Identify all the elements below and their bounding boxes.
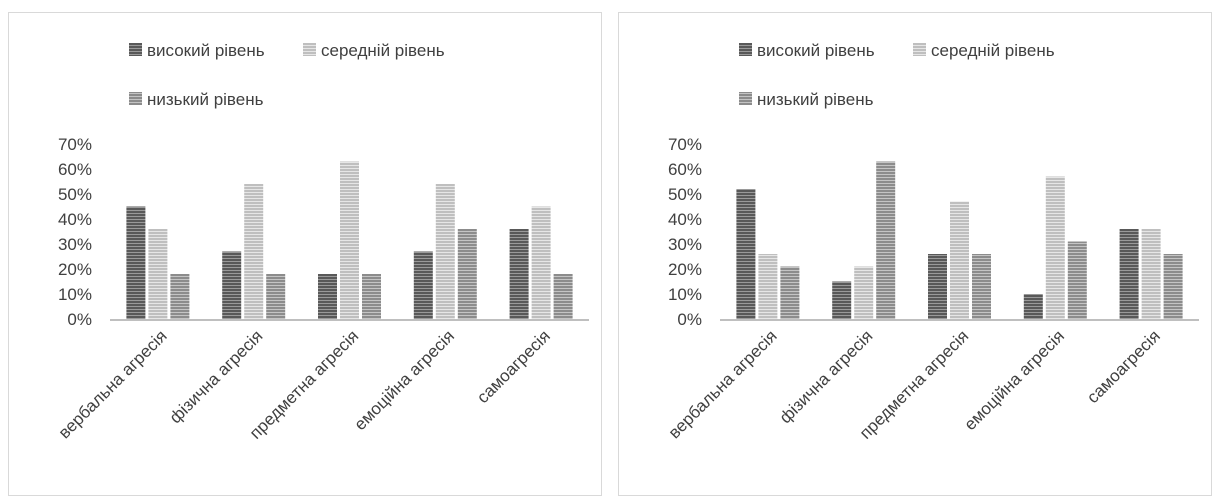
- x-tick-label: самоагресія: [473, 326, 554, 407]
- x-tick-label: фізична агресія: [166, 326, 267, 427]
- bar-high: [126, 206, 146, 319]
- legend-swatch-low: [739, 92, 752, 105]
- y-tick-label: 70%: [668, 135, 702, 154]
- bar-medium: [435, 184, 455, 319]
- legend-swatch-medium: [303, 43, 316, 56]
- legend-label-high: високий рівень: [757, 41, 875, 60]
- legend: високий рівень середній рівень низький р…: [739, 41, 1055, 109]
- bar-high: [509, 229, 529, 319]
- bar-high: [1023, 294, 1043, 319]
- x-tick-label: самоагресія: [1083, 326, 1164, 407]
- bar-high: [222, 251, 242, 319]
- legend-item-low: низький рівень: [129, 90, 264, 109]
- y-tick-label: 40%: [58, 210, 92, 229]
- bar-low: [266, 274, 286, 319]
- bar-medium: [244, 184, 264, 319]
- bar-high: [928, 254, 947, 319]
- legend-label-medium: середній рівень: [321, 41, 445, 60]
- legend-label-medium: середній рівень: [931, 41, 1055, 60]
- y-tick-label: 70%: [58, 135, 92, 154]
- y-tick-label: 10%: [668, 285, 702, 304]
- x-tick-label: предметна агресія: [856, 326, 972, 442]
- y-tick-label: 30%: [668, 235, 702, 254]
- y-tick-label: 0%: [67, 310, 92, 329]
- y-tick-label: 60%: [58, 160, 92, 179]
- y-tick-label: 30%: [58, 235, 92, 254]
- bar-low: [1163, 254, 1183, 319]
- bar-high: [1119, 229, 1139, 319]
- legend-swatch-low: [129, 92, 142, 105]
- legend-item-medium: середній рівень: [913, 41, 1055, 60]
- bar-high: [413, 251, 433, 319]
- legend-label-low: низький рівень: [757, 90, 874, 109]
- x-tick-label: фізична агресія: [776, 326, 877, 427]
- y-tick-label: 50%: [668, 185, 702, 204]
- bar-low: [553, 274, 573, 319]
- x-tick-label: емоційна агресія: [960, 326, 1068, 434]
- y-tick-label: 0%: [677, 310, 702, 329]
- y-tick-label: 20%: [58, 260, 92, 279]
- bar-medium: [1045, 176, 1065, 319]
- x-tick-label: вербальна агресія: [665, 326, 781, 442]
- bar-low: [972, 254, 991, 319]
- bar-low: [170, 274, 190, 319]
- bar-medium: [950, 201, 969, 319]
- bar-high: [736, 189, 756, 319]
- legend-item-high: високий рівень: [129, 41, 265, 60]
- bar-medium: [854, 266, 874, 319]
- chart-right: високий рівень середній рівень низький р…: [618, 12, 1212, 496]
- chart-right-svg: високий рівень середній рівень низький р…: [665, 41, 1199, 443]
- legend-swatch-high: [739, 43, 752, 56]
- bar-medium: [340, 161, 359, 319]
- bar-high: [832, 281, 852, 319]
- legend-item-high: високий рівень: [739, 41, 875, 60]
- chart-left: високий рівень середній рівень низький р…: [8, 12, 602, 496]
- x-tick-label: вербальна агресія: [55, 326, 171, 442]
- plot-area: 0% 10% 20% 30% 40% 50% 60% 70% вербальна агресія…: [55, 135, 589, 443]
- bar-low: [876, 161, 896, 319]
- legend-swatch-medium: [913, 43, 926, 56]
- bar-medium: [758, 254, 778, 319]
- bar-low: [780, 266, 800, 319]
- chart-left-svg: високий рівень середній рівень низький р…: [55, 41, 589, 443]
- bar-medium: [531, 206, 551, 319]
- bar-low: [457, 229, 477, 319]
- bar-medium: [148, 229, 168, 319]
- legend-item-medium: середній рівень: [303, 41, 445, 60]
- bar-high: [318, 274, 337, 319]
- y-tick-label: 50%: [58, 185, 92, 204]
- x-tick-label: предметна агресія: [246, 326, 362, 442]
- y-tick-label: 40%: [668, 210, 702, 229]
- plot-area: 0% 10% 20% 30% 40% 50% 60% 70% вербальна агресія…: [665, 135, 1199, 443]
- legend: високий рівень середній рівень низький р…: [129, 41, 445, 109]
- y-tick-label: 60%: [668, 160, 702, 179]
- legend-label-high: високий рівень: [147, 41, 265, 60]
- x-tick-label: емоційна агресія: [350, 326, 458, 434]
- legend-label-low: низький рівень: [147, 90, 264, 109]
- y-tick-label: 10%: [58, 285, 92, 304]
- y-tick-label: 20%: [668, 260, 702, 279]
- legend-item-low: низький рівень: [739, 90, 874, 109]
- bar-medium: [1141, 229, 1161, 319]
- legend-swatch-high: [129, 43, 142, 56]
- bar-low: [362, 274, 381, 319]
- bar-low: [1067, 241, 1087, 319]
